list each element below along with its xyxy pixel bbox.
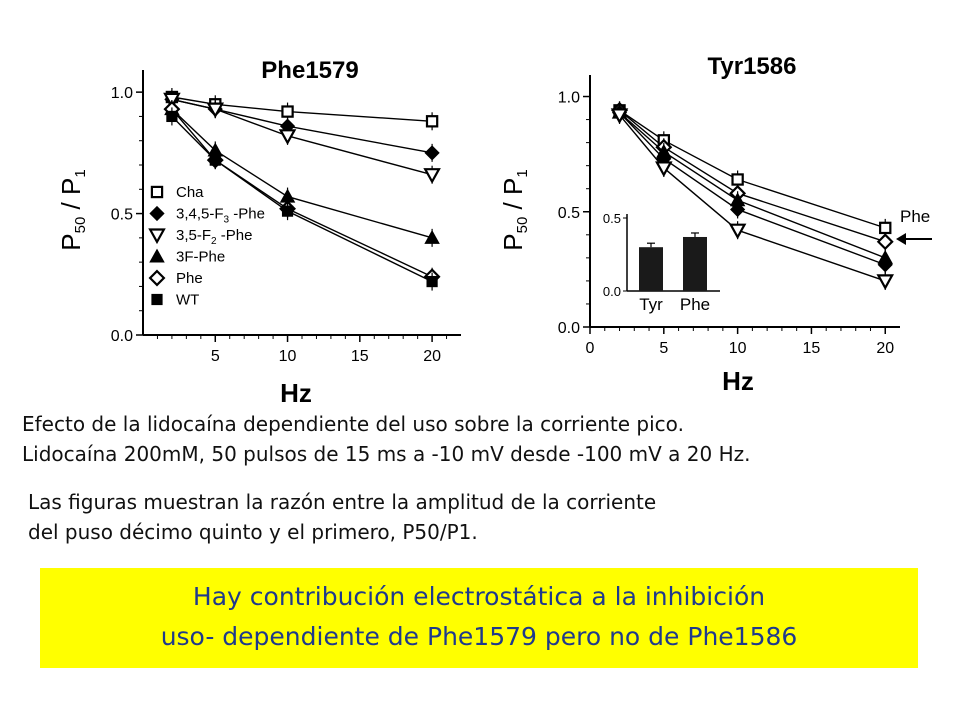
inset-bar-chart: 0.0 0.5 Tyr Phe	[603, 211, 720, 314]
inset-y-tick-label: 0.0	[603, 284, 621, 299]
tyr1586-data-point	[610, 108, 629, 125]
tyr1586-data-point	[728, 223, 747, 240]
inset-bar	[683, 236, 707, 291]
phe1579-series-line	[171, 108, 433, 239]
inset-category-label: Phe	[680, 295, 710, 314]
tyr1586-y-tick-label: 0.5	[558, 205, 580, 222]
arrow-head-icon	[896, 233, 906, 245]
legend-marker	[149, 248, 165, 263]
caption-line-3: Las figuras muestran la razón entre la a…	[28, 490, 657, 514]
phe1579-y-tick-label: 1.0	[111, 85, 133, 102]
tyr1586-x-tick-label: 20	[876, 340, 894, 357]
phe1579-series-line	[171, 96, 433, 122]
tyr1586-data-point	[876, 274, 895, 291]
conclusion-banner: Hay contribución electrostática a la inh…	[40, 568, 918, 668]
legend-label: Cha	[176, 184, 204, 201]
legend-label: 3,4,5-F3 -Phe	[176, 206, 265, 226]
tyr1586-data-point	[877, 257, 893, 273]
tyr1586-series-line	[619, 112, 886, 259]
phe1579-series-line	[171, 108, 433, 278]
phe1579-series-line	[171, 98, 433, 176]
phe1579-data-point	[281, 205, 294, 217]
phe1579-data-point	[425, 115, 439, 128]
phe1579-data-point	[281, 105, 294, 118]
tyr1586-series-line	[619, 112, 886, 266]
legend-marker	[150, 185, 164, 199]
phe1579-data-point	[166, 110, 178, 123]
legend-marker	[148, 269, 166, 287]
tyr1586-x-axis-label: Hz	[722, 366, 754, 396]
tyr1586-series-line	[618, 114, 886, 282]
phe1579-title: Phe1579	[261, 57, 358, 84]
phe1579-x-tick-label: 15	[351, 348, 369, 365]
tyr1586-x-tick-label: 10	[729, 340, 747, 357]
y-axis-label: P50 / P1	[498, 169, 531, 250]
tyr1586-data-point	[876, 233, 894, 251]
phe1579-data-point	[278, 129, 297, 146]
phe1579-x-axis-label: Hz	[280, 378, 312, 408]
tyr1586-annotation-label: Phe	[900, 207, 930, 226]
tyr1586-data-point	[731, 173, 744, 186]
conclusion-line-1: Hay contribución electrostática a la inh…	[192, 582, 766, 611]
phe1579-data-point	[163, 92, 181, 109]
legend-label: Phe	[176, 270, 203, 287]
phe1579-data-point	[424, 145, 440, 161]
tyr1586-series-line	[619, 109, 886, 243]
tyr1586-series-line	[619, 109, 886, 229]
caption-line-4: del puso décimo quinto y el primero, P50…	[28, 520, 478, 544]
inset-category-label: Tyr	[639, 295, 663, 314]
tyr1586-x-tick-label: 5	[659, 340, 668, 357]
phe1579-x-tick-label: 5	[211, 348, 220, 365]
tyr1586-x-tick-label: 0	[586, 340, 595, 357]
phe1579-x-tick-label: 20	[423, 348, 441, 365]
caption-line-2: Lidocaína 200mM, 50 pulsos de 15 ms a -1…	[22, 442, 751, 466]
phe1579-data-point	[423, 168, 441, 184]
tyr1586-chart: 0 5 10 15 20 0.0 0.5 1.0 Tyr1586 Hz P50 / P1 Phe	[498, 53, 932, 396]
legend-label: 3F-Phe	[176, 249, 225, 266]
inset-y-tick-label: 0.5	[603, 211, 621, 226]
caption-line-1: Efecto de la lidocaína dependiente del u…	[22, 412, 684, 436]
tyr1586-y-tick-label: 1.0	[558, 90, 580, 107]
phe1579-y-tick-label: 0.0	[111, 328, 133, 345]
tyr1586-data-point	[655, 161, 673, 178]
phe1579-y-tick-label: 0.5	[111, 207, 133, 224]
tyr1586-data-point	[879, 221, 892, 235]
legend-label: WT	[176, 292, 199, 309]
phe1579-series-line	[171, 115, 433, 283]
tyr1586-x-tick-label: 15	[803, 340, 821, 357]
legend-label: 3,5-F2 -Phe	[176, 227, 252, 247]
phe1579-data-point	[206, 102, 225, 119]
tyr1586-y-tick-label: 0.0	[558, 320, 580, 337]
tyr1586-data-point	[730, 201, 746, 218]
phe1579-chart: 5 10 15 20 0.0 0.5 1.0 Phe1579 Hz P50 / P1 Cha 3,4,…	[56, 57, 461, 408]
figure-panels: 5 10 15 20 0.0 0.5 1.0 Phe1579 Hz P50 / P1 Cha 3,4,…	[56, 53, 932, 408]
legend-marker	[148, 228, 166, 245]
phe1579-x-tick-label: 10	[279, 348, 297, 365]
conclusion-line-2: uso- dependiente de Phe1579 pero no de P…	[160, 622, 798, 651]
legend-marker	[149, 205, 165, 222]
phe1579-data-point	[426, 275, 438, 288]
inset-bar	[639, 247, 663, 291]
tyr1586-title: Tyr1586	[708, 53, 797, 80]
phe1579-data-point	[209, 154, 221, 166]
legend-marker	[151, 293, 163, 306]
phe1579-data-point	[424, 229, 440, 244]
y-axis-label: P50 / P1	[56, 169, 89, 250]
